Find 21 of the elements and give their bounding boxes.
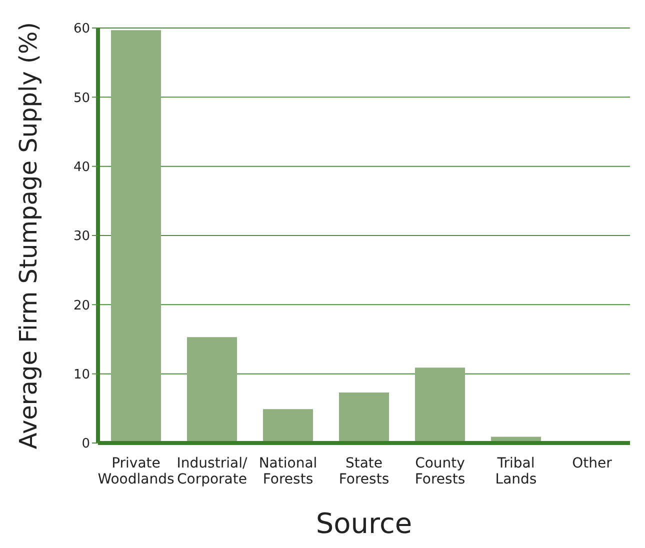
x-tick-label: State Forests xyxy=(338,456,390,488)
y-tick-label: 10 xyxy=(73,367,90,382)
x-tick-label: County Forests xyxy=(414,456,466,488)
x-axis-title: Source xyxy=(316,507,412,540)
x-tick-label: Private Woodlands xyxy=(98,456,174,488)
bar xyxy=(187,337,237,443)
x-tick-label: Industrial/ Corporate xyxy=(176,456,248,488)
bar xyxy=(339,392,389,443)
bar xyxy=(263,409,313,443)
y-tick-label: 30 xyxy=(73,229,90,244)
y-tick-label: 40 xyxy=(73,160,90,175)
x-tick-label: Tribal Lands xyxy=(495,456,537,488)
y-tick-label: 0 xyxy=(82,436,90,452)
y-tick-label: 20 xyxy=(73,298,90,314)
bar xyxy=(415,368,465,443)
x-tick-label: National Forests xyxy=(258,456,318,488)
x-tick-label: Other xyxy=(572,456,612,472)
y-tick-label: 50 xyxy=(73,90,90,106)
y-tick-label: 60 xyxy=(73,22,90,37)
bar xyxy=(111,30,161,443)
y-axis-title: Average Firm Stumpage Supply (%) xyxy=(14,22,43,450)
